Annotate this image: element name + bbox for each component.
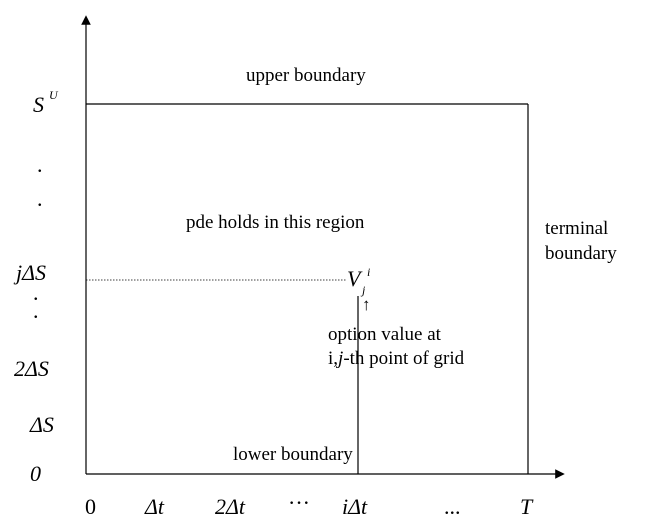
node-v: V (347, 266, 363, 291)
option-label-rest: -th point of grid (343, 348, 464, 369)
y-label-s-max: S (33, 92, 44, 117)
option-value-label-1: option value at (328, 324, 442, 345)
y-label-j-ds: jΔS (13, 260, 46, 285)
x-label-ellipsis-1: ··· (288, 490, 310, 515)
y-label-s-max-superscript: U (49, 88, 59, 102)
y-dot-4: . (33, 298, 39, 323)
pde-region-label: pde holds in this region (186, 212, 365, 233)
x-label-dt: Δt (144, 494, 165, 519)
y-dot-2: . (37, 186, 43, 211)
x-label-zero: 0 (85, 494, 96, 519)
y-label-zero: 0 (30, 461, 41, 486)
lower-boundary-label: lower boundary (233, 444, 353, 465)
y-dot-3: . (33, 280, 39, 305)
node-superscript-i: i (367, 265, 370, 279)
option-label-i: i, (328, 348, 338, 369)
x-label-i-dt: iΔt (342, 494, 368, 519)
x-label-t: T (520, 494, 534, 519)
x-label-2dt: 2Δt (215, 494, 246, 519)
x-label-ellipsis-2: ... (444, 494, 461, 519)
y-dot-1: . (37, 152, 43, 177)
terminal-boundary-label-2: boundary (545, 243, 617, 264)
upper-boundary-label: upper boundary (246, 65, 366, 86)
pointer-arrow-icon: ↑ (362, 295, 371, 314)
option-value-label-2: i,j-th point of grid (328, 348, 465, 369)
terminal-boundary-label-1: terminal (545, 218, 608, 239)
y-label-ds: ΔS (29, 412, 54, 437)
y-label-2ds: 2ΔS (14, 356, 49, 381)
node-subscript-j: j (360, 283, 366, 297)
option-label-j: j (335, 348, 343, 369)
